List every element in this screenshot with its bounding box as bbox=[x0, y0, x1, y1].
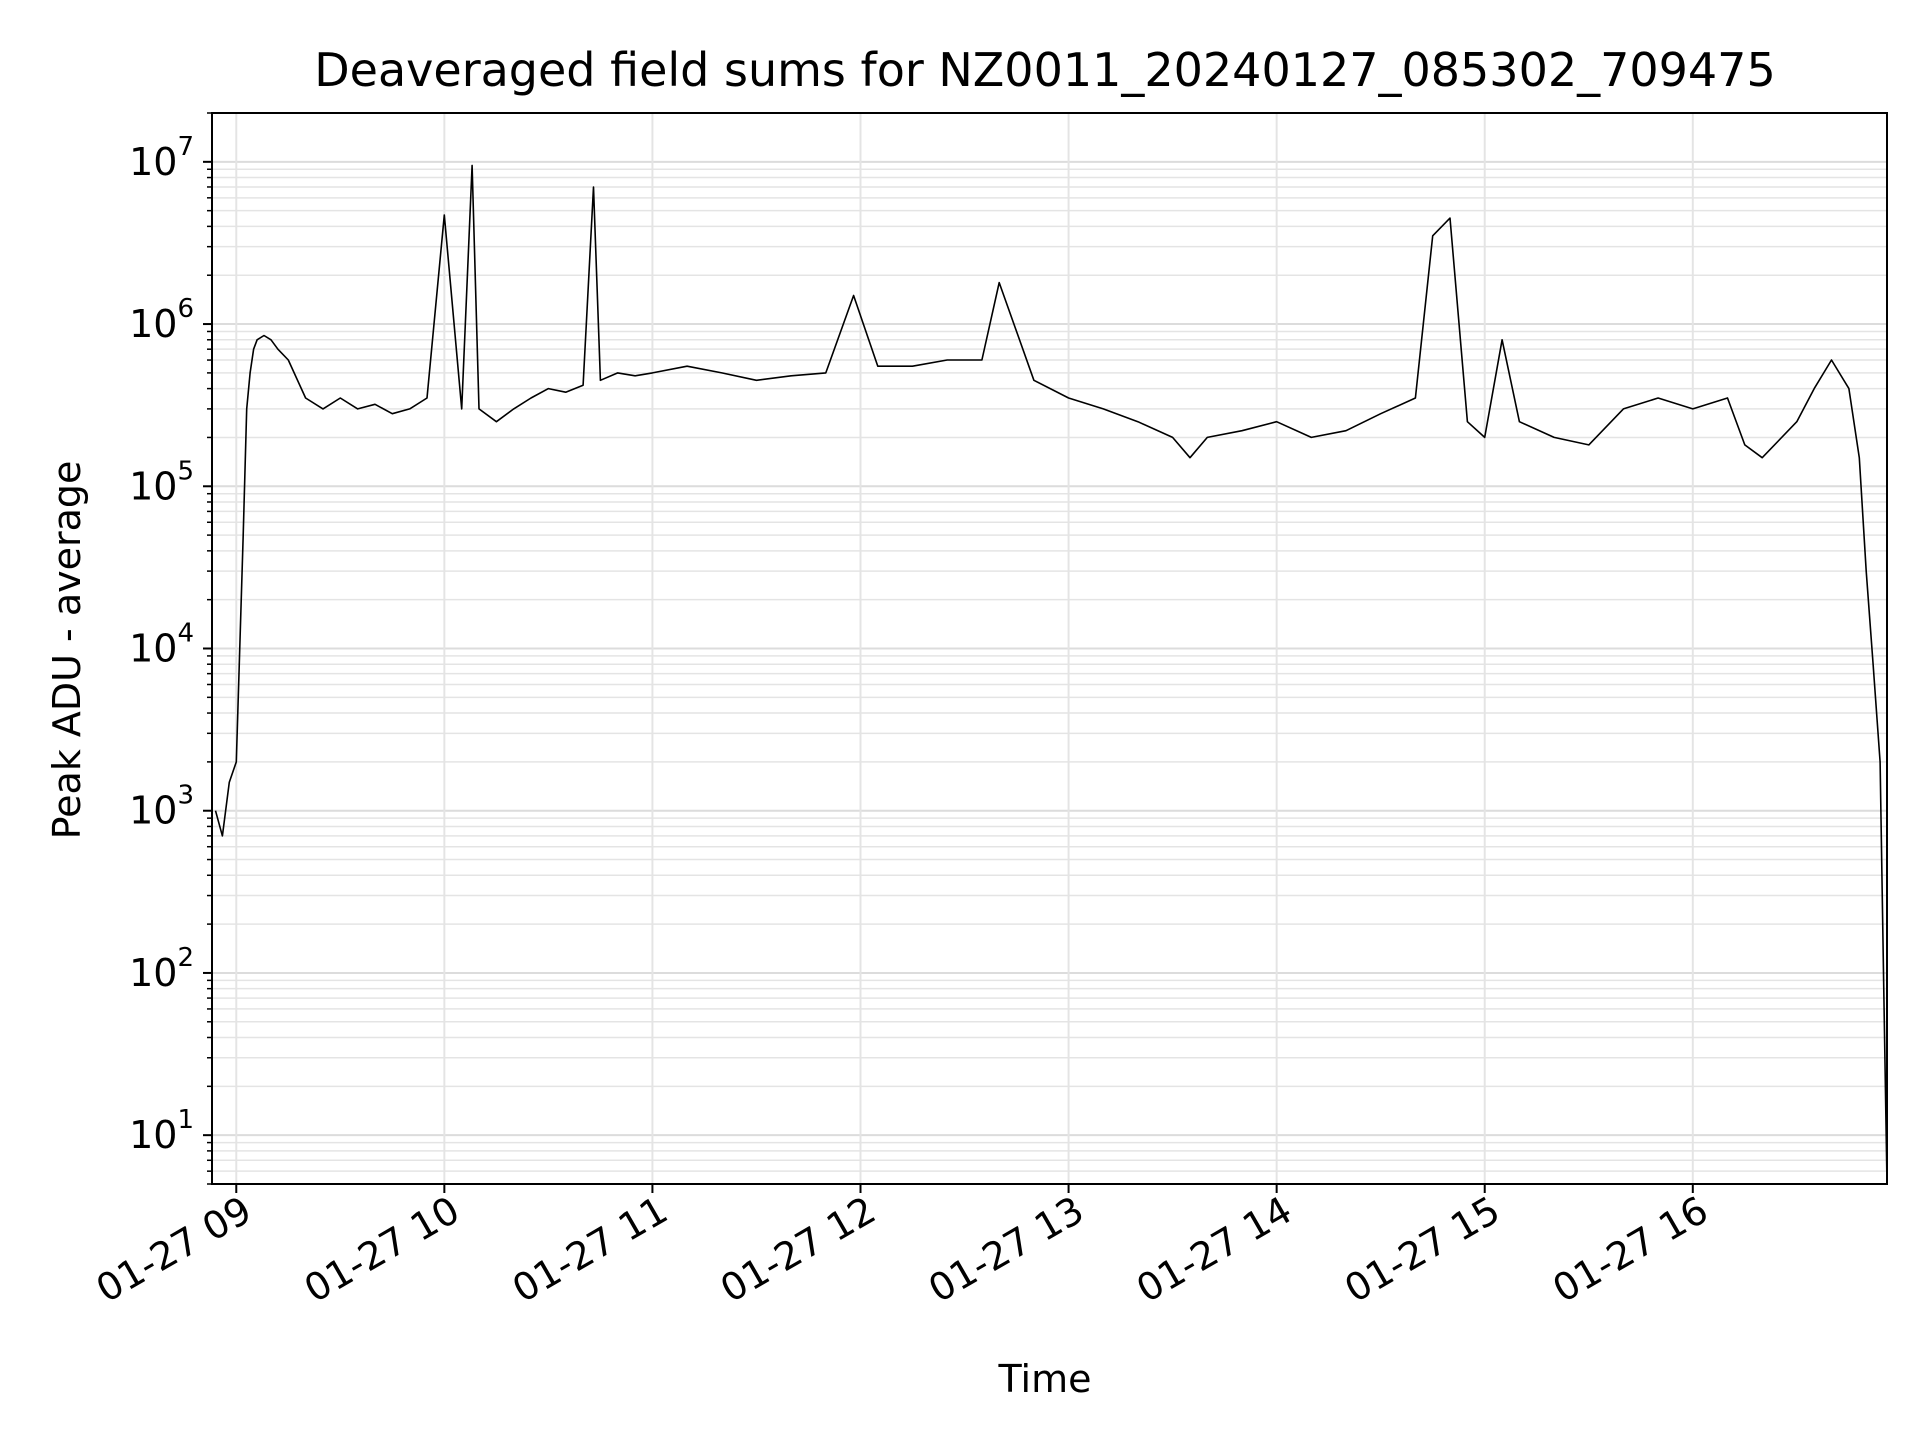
y-tick-label-exponent: 5 bbox=[177, 456, 194, 486]
y-tick-label-base: 10 bbox=[129, 302, 177, 346]
y-tick-label-base: 10 bbox=[129, 140, 177, 184]
y-tick-label-base: 10 bbox=[129, 1113, 177, 1157]
y-tick-label: 101 bbox=[129, 1105, 194, 1157]
y-tick-label-base: 10 bbox=[129, 789, 177, 833]
y-tick-label: 107 bbox=[129, 132, 194, 184]
y-tick-label: 102 bbox=[129, 943, 194, 995]
y-tick-label-base: 10 bbox=[129, 464, 177, 508]
y-tick-label-exponent: 6 bbox=[177, 294, 194, 324]
y-tick-label-exponent: 2 bbox=[177, 943, 194, 973]
y-tick-label: 104 bbox=[129, 619, 194, 671]
x-axis-label: Time bbox=[998, 1357, 1092, 1401]
y-tick-label: 106 bbox=[129, 294, 194, 346]
grid bbox=[212, 112, 1887, 1185]
series-line bbox=[214, 164, 1888, 1185]
y-axis-label: Peak ADU - average bbox=[45, 461, 89, 840]
y-tick-label: 105 bbox=[129, 456, 194, 508]
y-tick-label-exponent: 7 bbox=[177, 132, 194, 162]
y-tick-label: 103 bbox=[129, 781, 194, 833]
y-tick-label-exponent: 1 bbox=[177, 1105, 194, 1135]
y-tick-label-base: 10 bbox=[129, 627, 177, 671]
chart-title: Deaveraged field sums for NZ0011_2024012… bbox=[314, 43, 1775, 97]
series-layer bbox=[214, 164, 1888, 1185]
y-tick-label-exponent: 4 bbox=[177, 619, 194, 649]
y-tick-label-exponent: 3 bbox=[177, 781, 194, 811]
y-tick-label-base: 10 bbox=[129, 951, 177, 995]
